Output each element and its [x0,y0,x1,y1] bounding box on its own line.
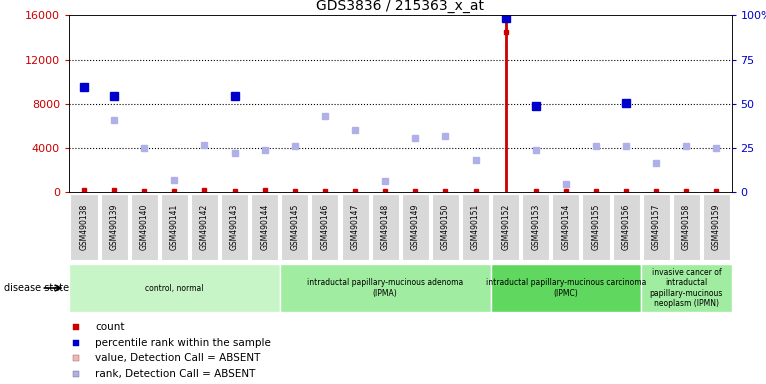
Text: GSM490149: GSM490149 [411,204,420,250]
Text: control, normal: control, normal [145,283,204,293]
Text: GSM490141: GSM490141 [170,204,178,250]
FancyBboxPatch shape [490,264,641,312]
FancyBboxPatch shape [643,194,669,260]
FancyBboxPatch shape [161,194,188,260]
FancyBboxPatch shape [492,194,519,260]
FancyBboxPatch shape [131,194,158,260]
Text: GSM490157: GSM490157 [652,204,661,250]
Text: GSM490158: GSM490158 [682,204,691,250]
Text: GSM490138: GSM490138 [80,204,89,250]
FancyBboxPatch shape [280,264,490,312]
FancyBboxPatch shape [100,194,128,260]
Text: GSM490150: GSM490150 [441,204,450,250]
Text: GSM490143: GSM490143 [230,204,239,250]
Text: GSM490144: GSM490144 [260,204,269,250]
Text: GSM490142: GSM490142 [200,204,209,250]
Text: GSM490145: GSM490145 [290,204,300,250]
Text: GSM490152: GSM490152 [501,204,510,250]
FancyBboxPatch shape [552,194,579,260]
FancyBboxPatch shape [582,194,610,260]
Text: GSM490146: GSM490146 [320,204,329,250]
Text: GSM490154: GSM490154 [561,204,571,250]
FancyBboxPatch shape [673,194,700,260]
Text: disease state: disease state [4,283,69,293]
FancyBboxPatch shape [372,194,399,260]
FancyBboxPatch shape [251,194,278,260]
FancyBboxPatch shape [522,194,549,260]
Text: rank, Detection Call = ABSENT: rank, Detection Call = ABSENT [96,369,256,379]
FancyBboxPatch shape [462,194,489,260]
FancyBboxPatch shape [221,194,248,260]
FancyBboxPatch shape [69,264,280,312]
Title: GDS3836 / 215363_x_at: GDS3836 / 215363_x_at [316,0,484,13]
FancyBboxPatch shape [703,194,730,260]
Text: invasive cancer of
intraductal
papillary-mucinous
neoplasm (IPMN): invasive cancer of intraductal papillary… [650,268,723,308]
FancyBboxPatch shape [401,194,429,260]
FancyBboxPatch shape [432,194,459,260]
Text: GSM490153: GSM490153 [532,204,540,250]
Text: GSM490139: GSM490139 [110,204,119,250]
Text: value, Detection Call = ABSENT: value, Detection Call = ABSENT [96,353,260,363]
Text: GSM490156: GSM490156 [622,204,630,250]
Text: intraductal papillary-mucinous carcinoma
(IPMC): intraductal papillary-mucinous carcinoma… [486,278,646,298]
FancyBboxPatch shape [191,194,218,260]
Text: count: count [96,322,125,332]
FancyBboxPatch shape [281,194,309,260]
Text: GSM490159: GSM490159 [712,204,721,250]
FancyBboxPatch shape [613,194,640,260]
Text: GSM490148: GSM490148 [381,204,390,250]
FancyBboxPatch shape [70,194,97,260]
Text: GSM490140: GSM490140 [139,204,149,250]
Text: GSM490151: GSM490151 [471,204,480,250]
Text: intraductal papillary-mucinous adenoma
(IPMA): intraductal papillary-mucinous adenoma (… [307,278,463,298]
FancyBboxPatch shape [641,264,732,312]
Text: GSM490155: GSM490155 [591,204,601,250]
Text: percentile rank within the sample: percentile rank within the sample [96,338,271,348]
Text: GSM490147: GSM490147 [351,204,359,250]
FancyBboxPatch shape [312,194,339,260]
FancyBboxPatch shape [342,194,368,260]
